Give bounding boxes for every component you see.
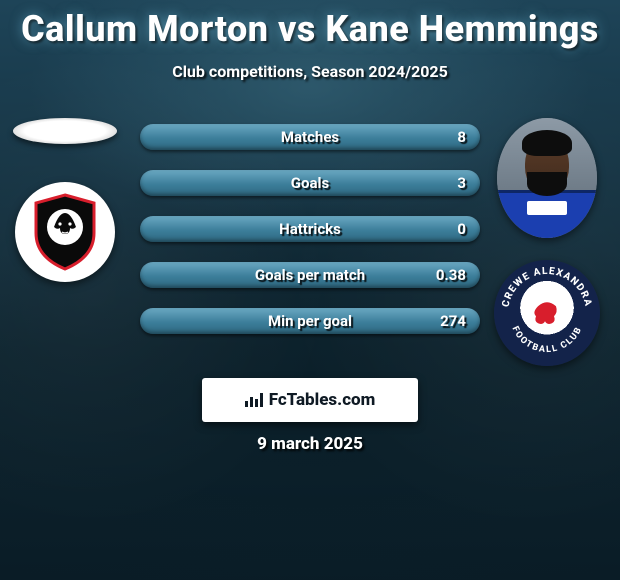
player1-photo-placeholder (13, 118, 117, 144)
stat-value-right: 0.38 (436, 266, 466, 284)
stat-bar: Matches 8 (140, 124, 480, 150)
stat-value-right: 0 (457, 220, 466, 238)
page-title: Callum Morton vs Kane Hemmings (0, 0, 620, 50)
subtitle: Club competitions, Season 2024/2025 (0, 62, 620, 81)
player2-club-badge: CREWE ALEXANDRA FOOTBALL CLUB (494, 260, 600, 366)
comparison-area: Matches 8 Goals 3 Hattricks 0 Goals per match 0… (0, 110, 620, 350)
stat-value-right: 3 (457, 174, 466, 192)
stat-bar: Goals 3 (140, 170, 480, 196)
stat-label: Goals per match (255, 266, 365, 284)
fctables-watermark: FcTables.com (202, 378, 418, 422)
stat-label: Goals (291, 174, 329, 192)
stat-value-right: 274 (440, 312, 466, 330)
lion-icon (529, 294, 565, 330)
right-player-column: CREWE ALEXANDRA FOOTBALL CLUB (492, 118, 602, 366)
stat-label: Min per goal (268, 312, 352, 330)
stat-label: Matches (281, 128, 339, 146)
stat-bars: Matches 8 Goals 3 Hattricks 0 Goals per match 0… (140, 124, 480, 354)
stat-bar: Hattricks 0 (140, 216, 480, 242)
left-player-column (10, 118, 120, 282)
stat-label: Hattricks (279, 220, 341, 238)
bar-chart-icon (245, 393, 263, 407)
stat-bar: Min per goal 274 (140, 308, 480, 334)
brand-label: FcTables.com (269, 390, 376, 410)
player1-club-badge (15, 182, 115, 282)
stat-value-right: 8 (457, 128, 466, 146)
player2-photo (497, 118, 597, 238)
snapshot-date: 9 march 2025 (0, 434, 620, 454)
stat-bar: Goals per match 0.38 (140, 262, 480, 288)
salford-shield-icon (32, 193, 98, 271)
